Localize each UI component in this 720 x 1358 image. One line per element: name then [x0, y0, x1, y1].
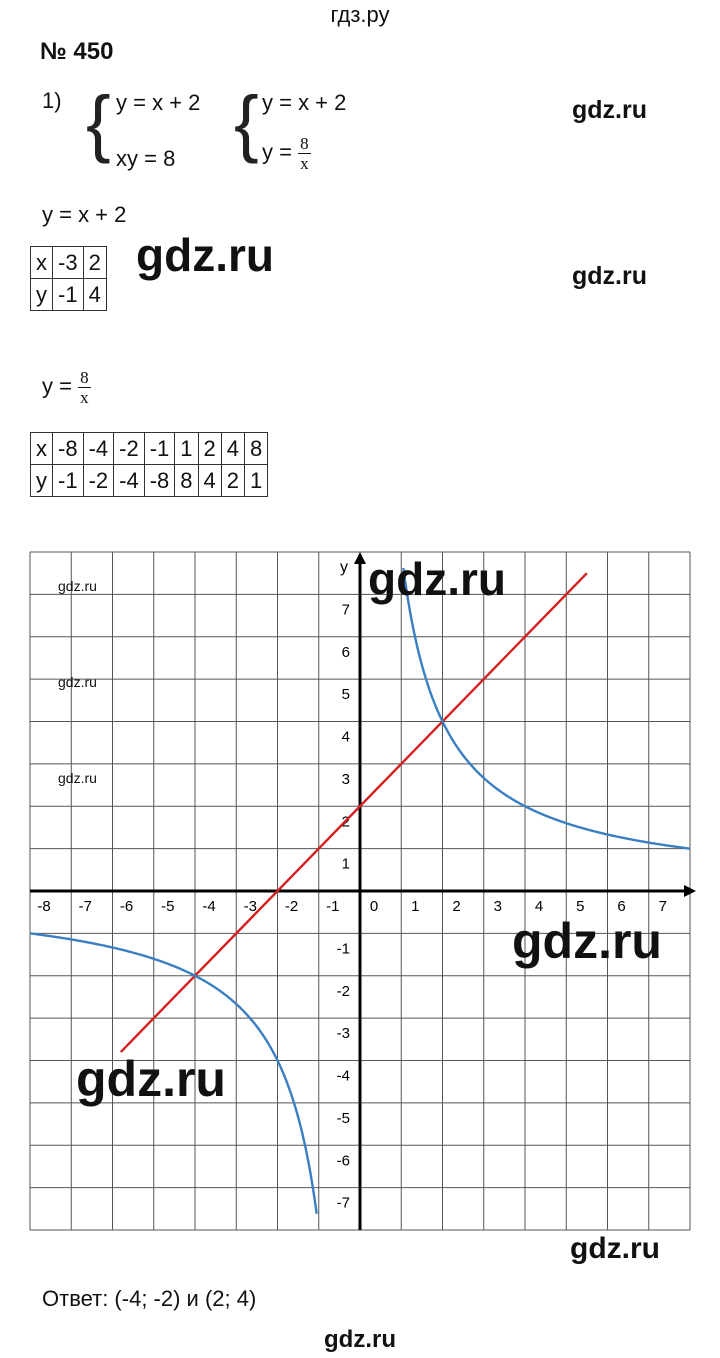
- y-axis-arrow: [354, 552, 366, 564]
- x-tick-label: 0: [370, 898, 378, 915]
- footer-watermark: gdz.ru: [324, 1326, 396, 1353]
- x-tick-label: -7: [79, 898, 92, 915]
- x-tick-label: -3: [244, 898, 257, 915]
- y-tick-label: 4: [342, 729, 350, 746]
- axes: [30, 552, 696, 1230]
- y-tick-label: -4: [337, 1068, 350, 1085]
- x-tick-label: 3: [494, 898, 502, 915]
- y-tick-label: -3: [337, 1025, 350, 1042]
- y-tick-label: -1: [337, 940, 350, 957]
- table-cell: 4: [82, 278, 107, 311]
- system2-eq2-lhs: y =: [262, 139, 292, 165]
- system2-eq1: y = x + 2: [262, 90, 347, 115]
- watermark: gdz.ru: [572, 262, 647, 290]
- system1-eq2: xy = 8: [116, 146, 176, 171]
- y-tick-label: -7: [337, 1195, 350, 1212]
- x-tick-label: -5: [161, 898, 174, 915]
- series-hyperbola-positive-branch: [402, 567, 691, 850]
- table2-caption-lhs: y =: [42, 373, 72, 399]
- y-tick-label: -2: [337, 983, 350, 1000]
- watermark: gdz.ru: [572, 96, 647, 124]
- fraction: 8 x: [78, 368, 91, 407]
- table-cell: -3: [52, 246, 84, 279]
- watermark: gdz.ru: [512, 913, 662, 969]
- system2-eq2: y = 8 x: [262, 134, 311, 173]
- fraction: 8 x: [298, 134, 311, 173]
- x-tick-label: 6: [617, 898, 625, 915]
- series-line-linear: [119, 572, 588, 1053]
- table-cell: -8: [143, 464, 176, 497]
- brace-left-2: {: [234, 81, 259, 164]
- watermark: gdz.ru: [58, 578, 97, 594]
- x-tick-label: -8: [37, 898, 50, 915]
- table-cell: -8: [52, 432, 84, 465]
- x-axis-arrow: [684, 885, 696, 897]
- table-cell: 1: [174, 432, 199, 465]
- x-tick-label: -6: [120, 898, 133, 915]
- x-tick-label: -1: [326, 898, 339, 915]
- watermark: gdz.ru: [368, 553, 506, 605]
- y-tick-label: 6: [342, 644, 350, 661]
- y-axis-label: y: [340, 559, 348, 576]
- y-tick-label: -5: [337, 1110, 350, 1127]
- table-cell: 2: [82, 246, 107, 279]
- watermark: gdz.ru: [570, 1232, 660, 1265]
- x-tick-label: 2: [452, 898, 460, 915]
- table1-caption: y = x + 2: [42, 202, 127, 227]
- y-tick-label: 1: [342, 856, 350, 873]
- tick-labels: -8 -7 -6 -5 -4 -3 -2 -1 0 1 2 3 4 5 6 77654321-1-2-3-4-…: [37, 601, 667, 1211]
- x-tick-label: 5: [576, 898, 584, 915]
- table-cell: -1: [143, 432, 176, 465]
- table-cell: y: [30, 464, 53, 497]
- system1-eq1: y = x + 2: [116, 90, 201, 115]
- fraction-numerator: 8: [78, 368, 91, 388]
- value-table-hyperbola: x -8 -4 -2 -1 1 2 4 8 y -1 -2 -4 -8 8 4 …: [30, 432, 269, 497]
- table-cell: 1: [243, 464, 269, 497]
- table-cell: x: [30, 432, 53, 465]
- x-tick-label: -4: [202, 898, 215, 915]
- header-watermark: гдз.ру: [330, 2, 390, 27]
- table2-caption: y = 8 x: [42, 368, 91, 407]
- part-label: 1): [42, 88, 62, 113]
- watermark: gdz.ru: [58, 770, 97, 786]
- task-number: № 450: [40, 38, 114, 65]
- brace-left-1: {: [86, 81, 111, 164]
- x-tick-label: 1: [411, 898, 419, 915]
- table-row-y: y -1 -2 -4 -8 8 4 2 1: [30, 464, 269, 497]
- x-tick-label: -2: [285, 898, 298, 915]
- x-tick-label: 7: [659, 898, 667, 915]
- value-table-line: x -3 2 y -1 4: [30, 246, 107, 311]
- table-row-y: y -1 4: [30, 278, 107, 311]
- table-cell: 2: [197, 432, 222, 465]
- y-tick-label: 7: [342, 601, 350, 618]
- y-tick-label: 3: [342, 771, 350, 788]
- table-cell: -4: [113, 464, 145, 497]
- watermark: gdz.ru: [58, 674, 97, 690]
- y-tick-label: -6: [337, 1152, 350, 1169]
- table-cell: -1: [52, 464, 84, 497]
- fraction-numerator: 8: [298, 134, 311, 154]
- fraction-denominator: x: [80, 388, 89, 407]
- table-cell: -1: [52, 278, 84, 311]
- fraction-denominator: x: [300, 154, 309, 173]
- y-tick-label: 5: [342, 686, 350, 703]
- watermark: gdz.ru: [76, 1051, 226, 1107]
- answer-text: Ответ: (-4; -2) и (2; 4): [42, 1286, 257, 1311]
- series-hyperbola-negative-branch: [29, 932, 318, 1215]
- x-tick-label: 4: [535, 898, 543, 915]
- watermark: gdz.ru: [136, 229, 274, 281]
- table-row-x: x -3 2: [30, 246, 107, 279]
- table-cell: -2: [113, 432, 145, 465]
- table-cell: y: [30, 278, 53, 311]
